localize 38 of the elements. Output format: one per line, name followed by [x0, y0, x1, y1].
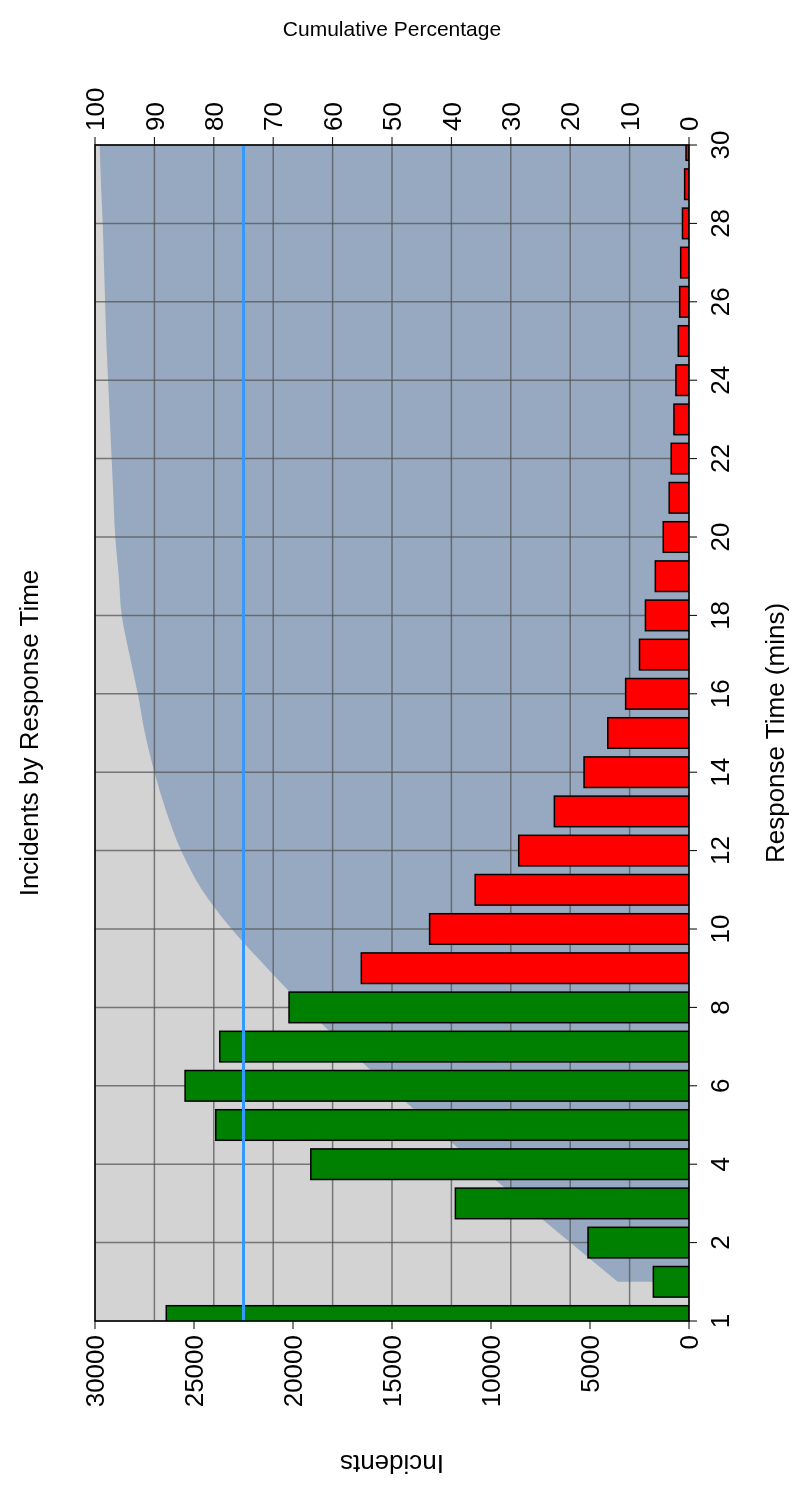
x2-tick-label: 30 — [495, 102, 526, 131]
y-tick-label: 1 — [705, 1313, 735, 1329]
y-tick-label: 30 — [705, 130, 735, 160]
y-tick-label: 24 — [705, 365, 735, 395]
y-tick-label: 20 — [705, 522, 735, 552]
x2-axis-title: Cumulative Percentage — [282, 17, 502, 40]
x2-tick-label: 90 — [139, 102, 170, 131]
x-tick-label: 5000 — [575, 1335, 606, 1393]
y-tick-label: 14 — [705, 757, 735, 787]
x2-tick-label: 40 — [436, 102, 467, 131]
y-tick-label: 6 — [705, 1078, 735, 1094]
x-tick-label: 25000 — [179, 1335, 210, 1408]
x2-tick-label: 0 — [674, 116, 705, 131]
text: Incidents by Response Time — [14, 569, 44, 897]
x2-tick-label: 70 — [258, 102, 289, 131]
y-tick-label: 2 — [705, 1235, 735, 1250]
x2-tick-label: 100 — [80, 87, 111, 131]
x-axis-title: Incidents — [339, 1449, 445, 1479]
y-tick-label: 18 — [705, 600, 735, 630]
x-tick-label: 20000 — [278, 1335, 309, 1408]
y-tick-label: 16 — [705, 679, 735, 709]
y-tick-label: 28 — [705, 208, 735, 238]
x2-tick-label: 80 — [198, 102, 229, 131]
x2-tick-label: 50 — [377, 102, 408, 131]
y-tick-label: 8 — [705, 1000, 735, 1015]
y-axis-title: Response Time (mins) — [760, 602, 790, 864]
x-tick-label: 0 — [674, 1335, 705, 1350]
x-tick-label: 30000 — [80, 1335, 111, 1408]
y-tick-label: 10 — [705, 914, 735, 944]
x-tick-label: 15000 — [377, 1335, 408, 1408]
x2-tick-label: 60 — [317, 102, 348, 131]
y-tick-label: 4 — [705, 1156, 735, 1172]
y-tick-label: 26 — [705, 287, 735, 317]
x2-tick-label: 20 — [555, 102, 586, 131]
x2-tick-label: 10 — [614, 102, 645, 131]
y-tick-label: 22 — [705, 444, 735, 474]
y-tick-label: 12 — [705, 836, 735, 866]
x-tick-label: 10000 — [476, 1335, 507, 1408]
